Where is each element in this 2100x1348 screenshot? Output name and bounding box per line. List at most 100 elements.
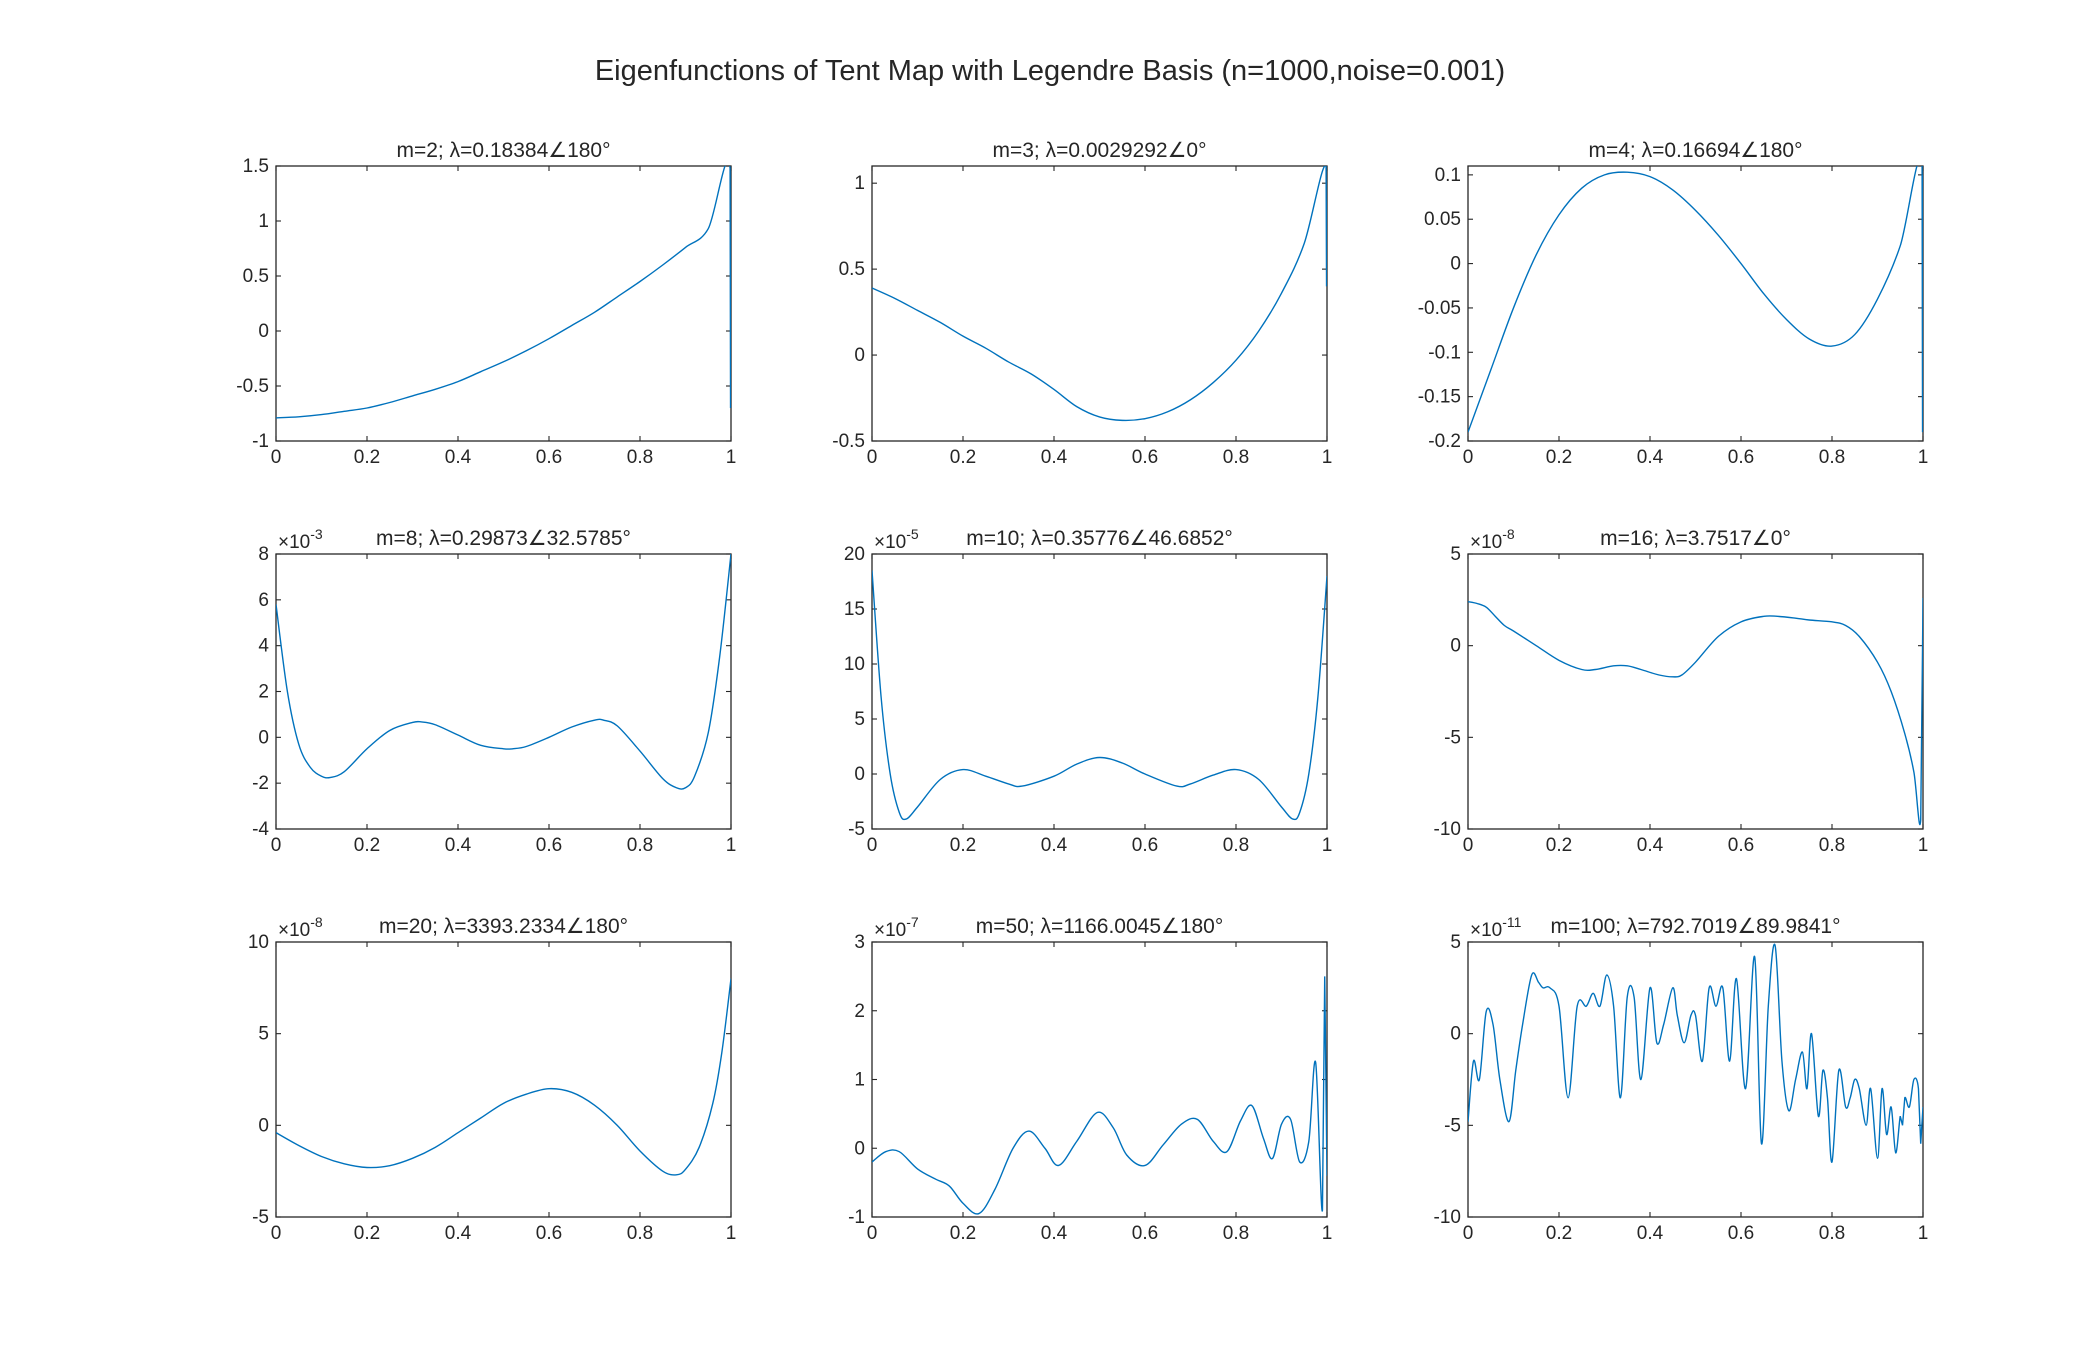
subplot-5: m=10; λ=0.35776∠46.6852° ×10-5 0 0.2 0.4 0.6 0… bbox=[844, 526, 1332, 856]
x-tick-label: 1 bbox=[726, 835, 737, 856]
x-tick-label: 0 bbox=[1463, 447, 1474, 468]
x-tick-label: 0 bbox=[867, 1223, 878, 1244]
exponent-label: ×10-7 bbox=[874, 914, 919, 941]
series-line bbox=[276, 166, 731, 419]
x-tick-label: 0.8 bbox=[627, 1223, 653, 1244]
x-tick-label: 1 bbox=[1918, 835, 1929, 856]
x-tick-label: 0.4 bbox=[1041, 447, 1068, 468]
y-tick-label: -0.5 bbox=[832, 431, 865, 452]
x-tick-label: 1 bbox=[726, 447, 737, 468]
x-tick-label: 1 bbox=[1918, 1223, 1929, 1244]
x-tick-label: 0.6 bbox=[1728, 835, 1754, 856]
x-tick-label: 0.6 bbox=[536, 447, 562, 468]
exponent-label: ×10-8 bbox=[1470, 526, 1515, 553]
y-tick-label: -5 bbox=[1444, 727, 1461, 748]
x-tick-label: 0 bbox=[1463, 835, 1474, 856]
y-tick-label: 0.5 bbox=[243, 266, 269, 287]
y-tick-label: 5 bbox=[258, 1024, 269, 1045]
x-tick-label: 0.4 bbox=[1041, 835, 1068, 856]
x-tick-label: 0.2 bbox=[1546, 1223, 1572, 1244]
x-tick-label: 0.2 bbox=[354, 1223, 380, 1244]
y-tick-label: -5 bbox=[848, 819, 865, 840]
subplot-9: m=100; λ=792.7019∠89.9841° ×10-11 0 0.2 0.4 0… bbox=[1434, 914, 1929, 1244]
subplot-title: m=2; λ=0.18384∠180° bbox=[396, 139, 610, 162]
y-tick-label: 0 bbox=[258, 1115, 269, 1136]
y-tick-label: 0.1 bbox=[1435, 165, 1461, 186]
subplot-2: m=3; λ=0.0029292∠0°0 0.2 0.4 0.6 0.8 1-0.500.… bbox=[832, 139, 1332, 468]
subplot-7: m=20; λ=3393.2334∠180° ×10-8 0 0.2 0.4 0.6 0.8… bbox=[248, 914, 736, 1244]
axes-box bbox=[871, 941, 1328, 1218]
x-tick-label: 0.8 bbox=[1819, 1223, 1845, 1244]
x-tick-label: 0.4 bbox=[1637, 447, 1664, 468]
axes-box bbox=[871, 165, 1328, 442]
x-tick-label: 0.8 bbox=[627, 835, 653, 856]
y-tick-label: 0 bbox=[854, 1138, 865, 1159]
axes-box bbox=[275, 553, 732, 830]
x-tick-label: 0.2 bbox=[950, 835, 976, 856]
x-tick-label: 0.6 bbox=[1132, 447, 1158, 468]
y-tick-label: 0.5 bbox=[839, 259, 865, 280]
x-tick-label: 1 bbox=[1918, 447, 1929, 468]
axes-box bbox=[1467, 165, 1924, 442]
x-tick-label: 0 bbox=[271, 1223, 282, 1244]
x-tick-label: 0.6 bbox=[1132, 835, 1158, 856]
x-tick-label: 1 bbox=[1322, 1223, 1333, 1244]
y-tick-label: 8 bbox=[258, 544, 269, 565]
exponent-label: ×10-5 bbox=[874, 526, 919, 553]
y-tick-label: 1 bbox=[854, 173, 865, 194]
y-tick-label: 0 bbox=[258, 321, 269, 342]
series-line bbox=[872, 976, 1327, 1215]
subplot-8: m=50; λ=1166.0045∠180° ×10-7 0 0.2 0.4 0.6 0.8… bbox=[848, 914, 1332, 1244]
x-tick-label: 0.8 bbox=[1223, 835, 1249, 856]
figure-title: Eigenfunctions of Tent Map with Legendre… bbox=[595, 55, 1505, 87]
y-tick-label: -4 bbox=[252, 819, 269, 840]
y-tick-label: -5 bbox=[252, 1207, 269, 1228]
x-tick-label: 0.2 bbox=[354, 447, 380, 468]
subplot-1: m=2; λ=0.18384∠180° 0 0.2 0.4 0.6 0.8 1 -1 -0.5 0… bbox=[236, 139, 736, 468]
y-tick-label: 0 bbox=[1450, 636, 1461, 657]
y-tick-label: -10 bbox=[1434, 1207, 1461, 1228]
x-tick-label: 0.2 bbox=[1546, 447, 1572, 468]
x-tick-label: 0.2 bbox=[354, 835, 380, 856]
y-tick-label: -0.05 bbox=[1418, 298, 1461, 319]
x-tick-label: 0.4 bbox=[1041, 1223, 1068, 1244]
x-tick-label: 0.2 bbox=[1546, 835, 1572, 856]
x-tick-label: 0.8 bbox=[1223, 447, 1249, 468]
subplot-6: m=16; λ=3.7517∠0° ×10-8 0 0.2 0.4 0.6 0.8 1 -10 -… bbox=[1434, 526, 1929, 856]
y-tick-label: -10 bbox=[1434, 819, 1461, 840]
x-tick-label: 0.4 bbox=[1637, 835, 1664, 856]
x-tick-label: 0 bbox=[867, 447, 878, 468]
y-tick-label: 5 bbox=[1450, 544, 1461, 565]
x-tick-label: 0.4 bbox=[445, 1223, 472, 1244]
y-tick-label: 2 bbox=[854, 1001, 865, 1022]
y-tick-label: 0 bbox=[854, 764, 865, 785]
x-tick-label: 0 bbox=[867, 835, 878, 856]
series-line bbox=[872, 166, 1327, 422]
y-tick-label: 1.5 bbox=[243, 156, 269, 177]
subplot-4: m=8; λ=0.29873∠32.5785° ×10-3 0 0.2 0.4 0.6 0.… bbox=[252, 526, 736, 856]
subplot-3: m=4; λ=0.16694∠180° 0 0.2 0.4 0.6 0.8 1 -0.2 -0.… bbox=[1418, 139, 1929, 468]
subplot-title: m=20; λ=3393.2334∠180° bbox=[379, 915, 628, 938]
x-tick-label: 1 bbox=[1322, 835, 1333, 856]
subplot-title: m=16; λ=3.7517∠0° bbox=[1600, 527, 1791, 550]
x-tick-label: 0.4 bbox=[1637, 1223, 1664, 1244]
x-tick-label: 0.2 bbox=[950, 447, 976, 468]
subplot-title: m=50; λ=1166.0045∠180° bbox=[976, 915, 1224, 938]
series-line bbox=[1468, 166, 1923, 433]
x-tick-label: 0.6 bbox=[536, 1223, 562, 1244]
x-tick-label: 0.8 bbox=[1819, 447, 1845, 468]
subplot-title: m=8; λ=0.29873∠32.5785° bbox=[376, 527, 631, 550]
x-tick-label: 0.2 bbox=[950, 1223, 976, 1244]
y-tick-label: -2 bbox=[252, 773, 269, 794]
y-tick-label: -0.1 bbox=[1428, 342, 1461, 363]
x-tick-label: 0.8 bbox=[1819, 835, 1845, 856]
y-tick-label: 0 bbox=[1450, 254, 1461, 275]
x-tick-label: 1 bbox=[726, 1223, 737, 1244]
subplot-title: m=3; λ=0.0029292∠0° bbox=[992, 139, 1206, 162]
y-tick-label: 0 bbox=[1450, 1024, 1461, 1045]
y-tick-label: 6 bbox=[258, 590, 269, 611]
x-tick-label: 0.8 bbox=[627, 447, 653, 468]
y-tick-label: 15 bbox=[844, 599, 865, 620]
axes-box bbox=[1467, 553, 1924, 830]
x-tick-label: 0.6 bbox=[1728, 1223, 1754, 1244]
